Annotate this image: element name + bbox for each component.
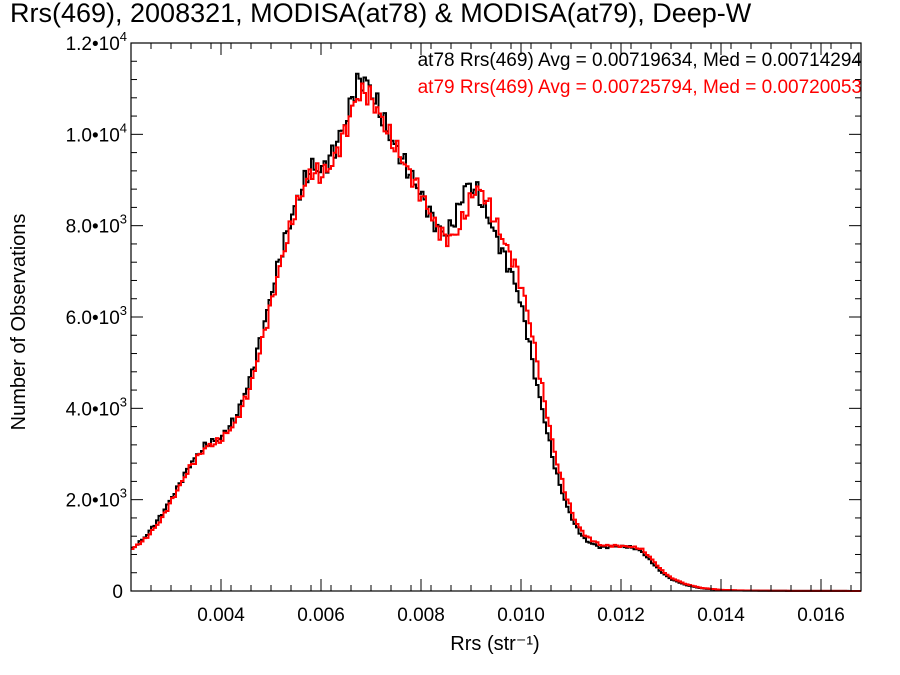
x-tick-label: 0.014: [697, 605, 745, 626]
x-tick-label: 0.004: [197, 605, 245, 626]
x-tick-label: 0.008: [397, 605, 445, 626]
x-tick-label: 0.006: [297, 605, 345, 626]
y-tick-label: 1.0•104: [66, 120, 127, 146]
axis-ticks: 0.004 0.006 0.008 0.010 0.012 0.014 0.016 0 2.0•…: [66, 29, 861, 626]
y-tick-label: 6.0•103: [66, 303, 127, 329]
plot-frame: [130, 42, 862, 592]
chart-title: Rrs(469), 2008321, MODISA(at78) & MODISA…: [10, 0, 752, 28]
series-layer: [131, 72, 861, 592]
series-at79-line: [131, 82, 861, 592]
y-axis-label: Number of Observations: [8, 214, 30, 431]
y-tick-label: 0: [112, 582, 123, 603]
y-tick-label: 1.2•104: [66, 29, 127, 55]
legend-annotation-at78: at78 Rrs(469) Avg = 0.00719634, Med = 0.…: [417, 50, 862, 71]
series-at78-line: [131, 72, 861, 592]
x-tick-label: 0.010: [497, 605, 545, 626]
y-tick-label: 8.0•103: [66, 212, 127, 238]
x-axis-label: Rrs (str⁻¹): [450, 633, 539, 655]
y-tick-label: 2.0•103: [66, 486, 127, 512]
x-tick-label: 0.012: [597, 605, 645, 626]
x-tick-label: 0.016: [797, 605, 845, 626]
legend-annotation-at79: at79 Rrs(469) Avg = 0.00725794, Med = 0.…: [417, 77, 862, 98]
y-tick-label: 4.0•103: [66, 394, 127, 420]
